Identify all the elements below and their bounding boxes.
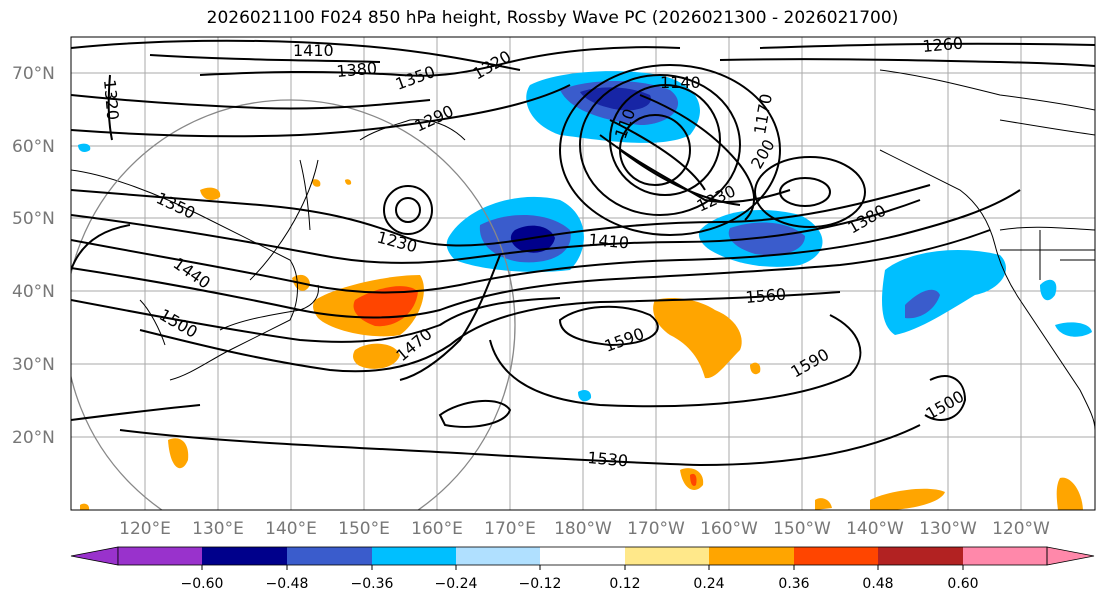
colorbar-swatch-4 bbox=[372, 547, 456, 565]
contour-label-1140: 1140 bbox=[660, 73, 701, 92]
colorbar-tick-label: −0.60 bbox=[181, 576, 224, 592]
contour-label-1410b: 1410 bbox=[588, 230, 630, 252]
colorbar-swatch-2 bbox=[202, 547, 287, 565]
lat-label-40: 40°N bbox=[12, 282, 55, 302]
contour-label-1320b: 1320 bbox=[100, 79, 122, 121]
lon-label-150e: 150°E bbox=[338, 519, 390, 539]
colorbar-swatch-10 bbox=[878, 547, 963, 565]
lon-label-120w: 120°W bbox=[992, 519, 1050, 539]
colorbar-swatch-7 bbox=[625, 547, 709, 565]
height-contours bbox=[71, 39, 1095, 467]
lon-label-170e: 170°E bbox=[484, 519, 536, 539]
lon-label-130e: 130°E bbox=[192, 519, 244, 539]
lon-label-130w: 130°W bbox=[919, 519, 977, 539]
colorbar-tick-labels: −0.60 −0.48 −0.36 −0.24 −0.12 0.12 0.24 … bbox=[181, 576, 979, 592]
colorbar-swatch-11 bbox=[963, 547, 1047, 565]
lon-label-120e: 120°E bbox=[119, 519, 171, 539]
contour-label-1410a: 1410 bbox=[293, 41, 334, 60]
contour-label-1560: 1560 bbox=[745, 285, 787, 307]
colorbar-swatch-5 bbox=[456, 547, 540, 565]
colorbar-tick-label: 0.48 bbox=[862, 576, 893, 592]
map-frame bbox=[70, 36, 1096, 511]
lon-label-180w: 180°W bbox=[554, 519, 612, 539]
domain-circle bbox=[71, 99, 516, 510]
colorbar-tick-label: 0.12 bbox=[609, 576, 640, 592]
lat-label-70: 70°N bbox=[12, 64, 55, 84]
lat-label-50: 50°N bbox=[12, 209, 55, 229]
lon-label-160e: 160°E bbox=[411, 519, 463, 539]
anomaly-fill-negative bbox=[78, 71, 1092, 402]
lat-label-20: 20°N bbox=[12, 428, 55, 448]
longitude-labels: 120°E 130°E 140°E 150°E 160°E 170°E 180°… bbox=[119, 519, 1050, 539]
colorbar-tick-label: 0.36 bbox=[778, 576, 809, 592]
lon-label-140e: 140°E bbox=[265, 519, 317, 539]
contour-label-1260: 1260 bbox=[922, 34, 964, 56]
colorbar-tick-label: 0.24 bbox=[693, 576, 724, 592]
contour-label-1530: 1530 bbox=[587, 448, 629, 470]
colorbar-tick-label: −0.12 bbox=[519, 576, 562, 592]
colorbar-swatch-3 bbox=[287, 547, 372, 565]
colorbar-border bbox=[117, 546, 1048, 566]
colorbar-swatch-8 bbox=[709, 547, 794, 565]
colorbar: −0.60 −0.48 −0.36 −0.24 −0.12 0.12 0.24 … bbox=[70, 546, 1095, 592]
colorbar-ticks bbox=[201, 565, 964, 570]
contour-label-1380a: 1380 bbox=[336, 59, 378, 81]
latitude-labels: 70°N 60°N 50°N 40°N 30°N 20°N bbox=[12, 64, 55, 448]
colorbar-high-extend bbox=[1046, 546, 1095, 566]
lon-label-170w: 170°W bbox=[627, 519, 685, 539]
lon-label-140w: 140°W bbox=[846, 519, 904, 539]
colorbar-swatch-9 bbox=[794, 547, 878, 565]
map-title: 2026021100 F024 850 hPa height, Rossby W… bbox=[206, 8, 899, 28]
colorbar-tick-label: −0.36 bbox=[351, 576, 394, 592]
lat-label-60: 60°N bbox=[12, 137, 55, 157]
colorbar-swatch-1 bbox=[118, 547, 202, 565]
colorbar-tick-label: −0.48 bbox=[266, 576, 309, 592]
lon-label-160w: 160°W bbox=[700, 519, 758, 539]
colorbar-low-extend bbox=[70, 546, 119, 566]
lon-label-150w: 150°W bbox=[773, 519, 831, 539]
colorbar-tick-label: −0.24 bbox=[435, 576, 478, 592]
lat-label-30: 30°N bbox=[12, 355, 55, 375]
colorbar-swatch-6 bbox=[540, 547, 625, 565]
colorbar-tick-label: 0.60 bbox=[947, 576, 978, 592]
